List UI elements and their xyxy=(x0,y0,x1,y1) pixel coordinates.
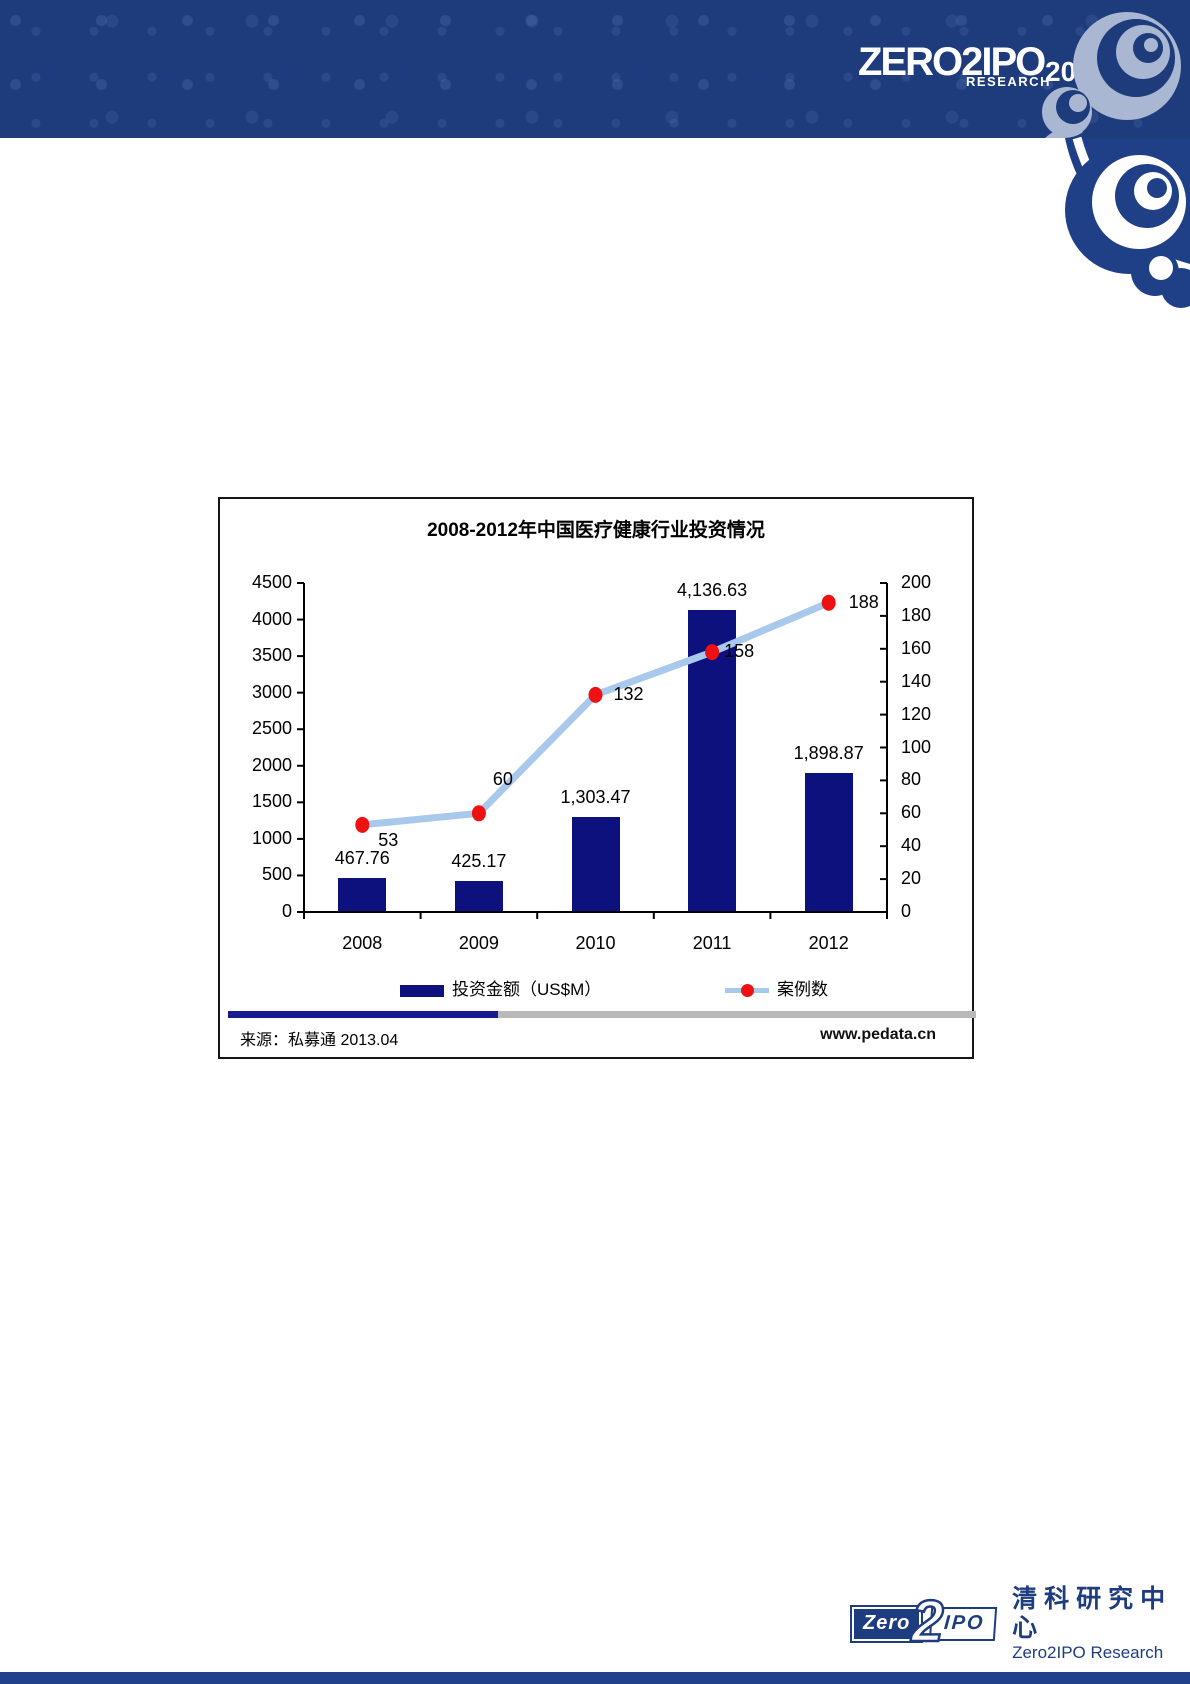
footer-org-name: 清科研究中心 Zero2IPO Research xyxy=(1012,1585,1190,1663)
bottom-bar xyxy=(0,1672,1190,1684)
bar-value-label: 4,136.63 xyxy=(677,579,748,600)
right-axis-tick-label: 40 xyxy=(901,835,922,856)
right-axis-tick-label: 20 xyxy=(901,868,922,889)
legend-line-label: 案例数 xyxy=(777,980,828,999)
x-axis-label: 2011 xyxy=(692,933,732,953)
bar-2009 xyxy=(454,880,503,912)
logo-2-numeral: 2 xyxy=(910,1589,945,1654)
legend-item-deals: 案例数 xyxy=(725,975,828,999)
right-axis-tick-label: 100 xyxy=(901,736,932,757)
right-axis-tick-label: 80 xyxy=(901,769,922,790)
line-value-label: 132 xyxy=(613,683,644,704)
chart-card: 2008-2012年中国医疗健康行业投资情况 投资金额（US$M） 案例数 来源… xyxy=(218,497,976,1059)
chart-plot-area xyxy=(297,582,888,919)
logo-main-text: ZERO2IPO xyxy=(858,40,1046,84)
bar-value-label: 467.76 xyxy=(334,847,390,868)
line-value-label: 60 xyxy=(492,769,513,790)
line-value-label: 188 xyxy=(848,591,879,612)
chart-title: 2008-2012年中国医疗健康行业投资情况 xyxy=(427,520,765,541)
footer-org-name-cn: 清科研究中心 xyxy=(1012,1585,1173,1642)
left-axis-tick-label: 2000 xyxy=(251,754,292,775)
legend-bar-label: 投资金额（US$M） xyxy=(452,980,602,999)
bar-value-label: 1,898.87 xyxy=(793,743,864,764)
left-axis-tick-label: 1000 xyxy=(251,827,292,848)
legend-bar-swatch-icon xyxy=(400,984,444,997)
bar-value-label: 1,303.47 xyxy=(560,786,631,807)
left-axis-tick-label: 2500 xyxy=(251,718,292,739)
bar-2008 xyxy=(338,877,387,912)
bar-2010 xyxy=(571,816,620,912)
right-axis-tick-label: 160 xyxy=(901,637,932,658)
line-point-2008 xyxy=(355,816,370,833)
zero2ipo-footer-logo-icon: Zero 2 IPO xyxy=(849,1589,998,1654)
divider-bar xyxy=(228,1011,976,1018)
cloud-swirl-decoration-icon xyxy=(1042,12,1190,308)
x-axis-label: 2009 xyxy=(458,933,499,953)
line-value-label: 158 xyxy=(724,641,755,662)
left-axis-tick-label: 4500 xyxy=(251,572,292,592)
x-axis-label: 2012 xyxy=(808,933,849,953)
legend-dot-icon xyxy=(741,984,754,998)
line-value-label: 53 xyxy=(378,829,399,850)
website-text: www.pedata.cn xyxy=(820,1026,936,1043)
x-axis-label: 2010 xyxy=(575,933,616,953)
right-axis-tick-label: 140 xyxy=(901,670,932,691)
line-point-2012 xyxy=(821,594,836,611)
source-row: 来源：私募通 2013.04 www.pedata.cn xyxy=(220,1026,972,1050)
footer-org-name-en: Zero2IPO Research xyxy=(1012,1642,1164,1662)
legend-item-investment: 投资金额（US$M） xyxy=(400,975,601,999)
logo-sub-text: RESEARCH xyxy=(966,74,1051,89)
left-axis-tick-label: 3000 xyxy=(251,681,292,702)
right-axis-tick-label: 0 xyxy=(901,901,912,921)
right-axis-tick-label: 200 xyxy=(901,572,932,592)
right-axis-tick-label: 180 xyxy=(901,604,932,625)
source-text: 来源：私募通 2013.04 xyxy=(240,1032,399,1049)
left-axis-tick-label: 4000 xyxy=(251,608,292,629)
footer-logo-area: Zero 2 IPO 清科研究中心 Zero2IPO Research xyxy=(849,1585,1190,1662)
line-point-2009 xyxy=(471,805,486,822)
right-axis-tick-label: 120 xyxy=(901,703,932,724)
left-axis-tick-label: 500 xyxy=(261,864,292,885)
left-axis-tick-label: 3500 xyxy=(251,645,292,666)
x-axis-label: 2008 xyxy=(342,933,383,953)
left-axis-tick-label: 0 xyxy=(281,901,292,921)
right-axis-tick-label: 60 xyxy=(901,802,922,823)
bar-value-label: 425.17 xyxy=(451,850,507,871)
left-axis-tick-label: 1500 xyxy=(251,791,292,812)
bar-2012 xyxy=(804,773,853,912)
logo-zero-box: Zero xyxy=(849,1605,924,1643)
legend-line-swatch-icon xyxy=(725,984,769,998)
line-point-2010 xyxy=(588,686,603,703)
